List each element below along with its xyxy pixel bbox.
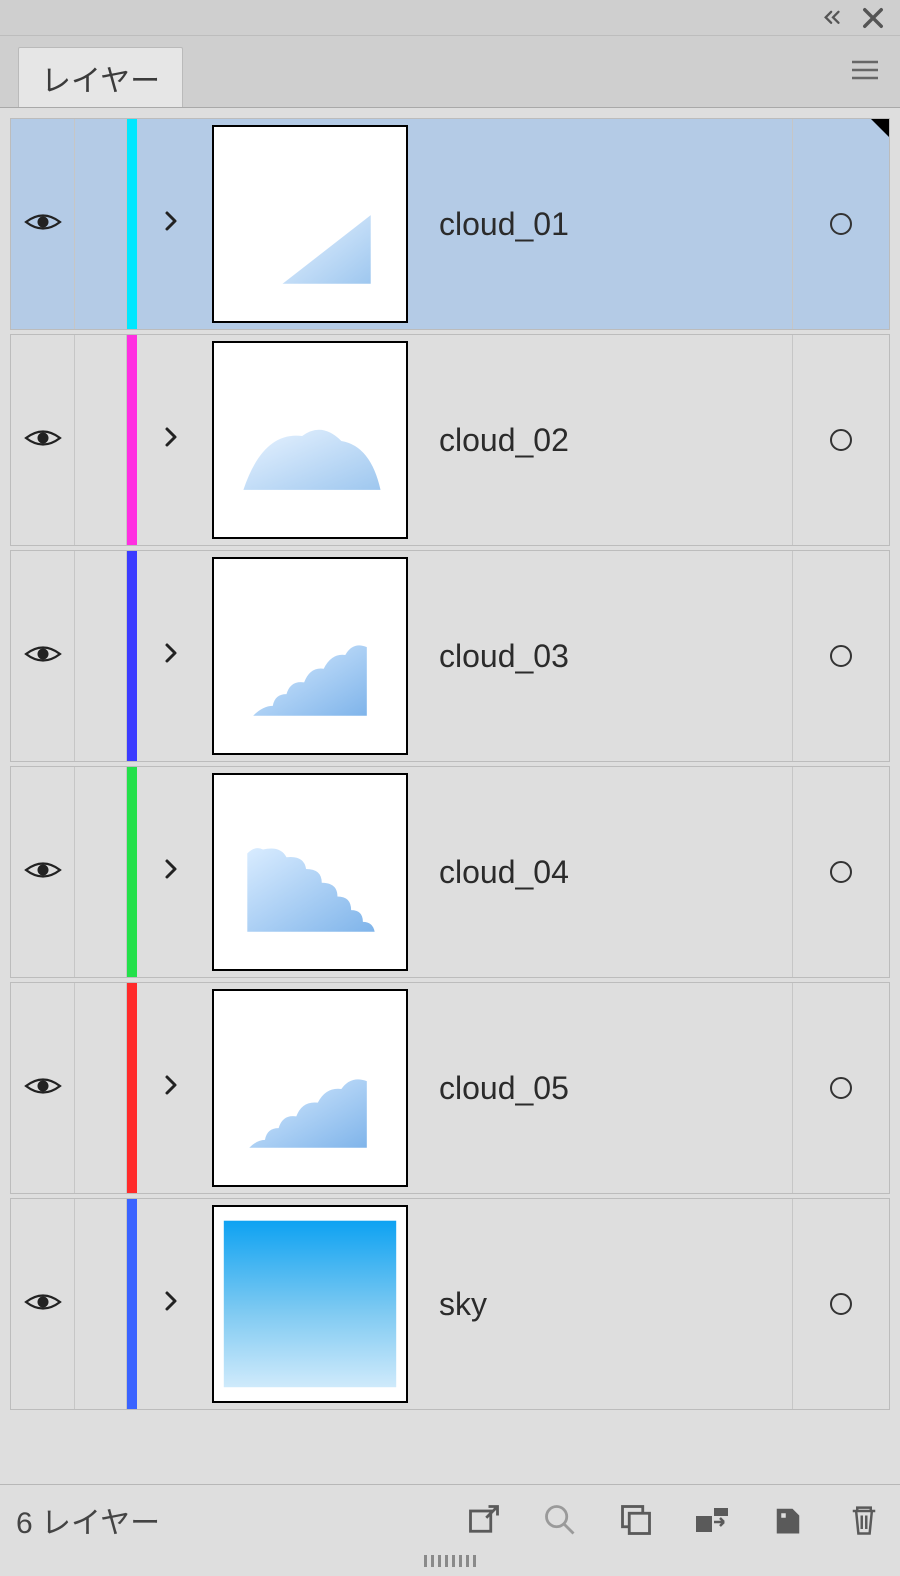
layer-name-text: cloud_05 xyxy=(439,1070,569,1107)
layer-thumbnail[interactable] xyxy=(205,1199,415,1409)
close-icon[interactable] xyxy=(862,7,884,29)
lock-column[interactable] xyxy=(75,1199,127,1409)
layer-color-stripe xyxy=(127,335,137,545)
tab-layers[interactable]: レイヤー xyxy=(18,47,183,107)
new-sublayer-button[interactable] xyxy=(616,1500,656,1540)
visibility-toggle[interactable] xyxy=(11,551,75,761)
layer-color-stripe xyxy=(127,119,137,329)
layer-row[interactable]: cloud_05 xyxy=(10,982,890,1194)
layer-thumbnail[interactable] xyxy=(205,767,415,977)
lock-column[interactable] xyxy=(75,767,127,977)
chevron-right-icon xyxy=(163,857,179,888)
target-ring-icon xyxy=(830,1077,852,1099)
panel-menu-icon[interactable] xyxy=(850,58,880,82)
layer-name-text: cloud_01 xyxy=(439,206,569,243)
eye-icon xyxy=(24,209,62,240)
target-ring-icon xyxy=(830,213,852,235)
eye-icon xyxy=(24,425,62,456)
search-button[interactable] xyxy=(540,1500,580,1540)
collapse-icon[interactable] xyxy=(822,7,844,29)
layer-name[interactable]: cloud_04 xyxy=(415,767,793,977)
layer-thumbnail[interactable] xyxy=(205,983,415,1193)
selected-dogear-icon xyxy=(871,119,889,137)
visibility-toggle[interactable] xyxy=(11,767,75,977)
layer-name-text: sky xyxy=(439,1286,487,1323)
clip-mask-button[interactable] xyxy=(692,1500,732,1540)
target-ring-icon xyxy=(830,861,852,883)
target-ring-icon xyxy=(830,429,852,451)
expand-toggle[interactable] xyxy=(137,551,205,761)
eye-icon xyxy=(24,1073,62,1104)
layer-color-stripe xyxy=(127,1199,137,1409)
target-button[interactable] xyxy=(793,119,889,329)
chevron-right-icon xyxy=(163,209,179,240)
layer-row[interactable]: sky xyxy=(10,1198,890,1410)
layer-row[interactable]: cloud_01 xyxy=(10,118,890,330)
export-button[interactable] xyxy=(464,1500,504,1540)
lock-column[interactable] xyxy=(75,551,127,761)
expand-toggle[interactable] xyxy=(137,983,205,1193)
layer-row[interactable]: cloud_02 xyxy=(10,334,890,546)
target-button[interactable] xyxy=(793,335,889,545)
panel-footer: 6 レイヤー xyxy=(0,1484,900,1554)
target-ring-icon xyxy=(830,1293,852,1315)
expand-toggle[interactable] xyxy=(137,1199,205,1409)
eye-icon xyxy=(24,857,62,888)
layer-count-label: 6 レイヤー xyxy=(16,1498,160,1542)
chevron-right-icon xyxy=(163,1073,179,1104)
layer-name-text: cloud_04 xyxy=(439,854,569,891)
expand-toggle[interactable] xyxy=(137,119,205,329)
expand-toggle[interactable] xyxy=(137,335,205,545)
lock-column[interactable] xyxy=(75,119,127,329)
target-button[interactable] xyxy=(793,551,889,761)
layer-name[interactable]: cloud_03 xyxy=(415,551,793,761)
layer-row[interactable]: cloud_03 xyxy=(10,550,890,762)
layer-color-stripe xyxy=(127,767,137,977)
footer-buttons xyxy=(464,1500,884,1540)
expand-toggle[interactable] xyxy=(137,767,205,977)
lock-column[interactable] xyxy=(75,335,127,545)
new-layer-button[interactable] xyxy=(768,1500,808,1540)
chevron-right-icon xyxy=(163,1289,179,1320)
layer-color-stripe xyxy=(127,983,137,1193)
layer-name[interactable]: cloud_01 xyxy=(415,119,793,329)
delete-button[interactable] xyxy=(844,1500,884,1540)
visibility-toggle[interactable] xyxy=(11,119,75,329)
layer-name[interactable]: cloud_05 xyxy=(415,983,793,1193)
eye-icon xyxy=(24,641,62,672)
visibility-toggle[interactable] xyxy=(11,335,75,545)
target-button[interactable] xyxy=(793,983,889,1193)
layer-row[interactable]: cloud_04 xyxy=(10,766,890,978)
layer-name-text: cloud_03 xyxy=(439,638,569,675)
layer-thumbnail[interactable] xyxy=(205,119,415,329)
target-button[interactable] xyxy=(793,767,889,977)
layers-list: cloud_01 cloud_02 xyxy=(0,108,900,1484)
panel-tabstrip: レイヤー xyxy=(0,36,900,108)
layer-name[interactable]: sky xyxy=(415,1199,793,1409)
layer-thumbnail[interactable] xyxy=(205,335,415,545)
visibility-toggle[interactable] xyxy=(11,1199,75,1409)
target-button[interactable] xyxy=(793,1199,889,1409)
visibility-toggle[interactable] xyxy=(11,983,75,1193)
eye-icon xyxy=(24,1289,62,1320)
tab-label: レイヤー xyxy=(41,56,160,100)
layer-name[interactable]: cloud_02 xyxy=(415,335,793,545)
chevron-right-icon xyxy=(163,641,179,672)
chevron-right-icon xyxy=(163,425,179,456)
layer-thumbnail[interactable] xyxy=(205,551,415,761)
target-ring-icon xyxy=(830,645,852,667)
panel-titlebar xyxy=(0,0,900,36)
layer-name-text: cloud_02 xyxy=(439,422,569,459)
lock-column[interactable] xyxy=(75,983,127,1193)
layer-color-stripe xyxy=(127,551,137,761)
resize-grip[interactable] xyxy=(0,1554,900,1576)
